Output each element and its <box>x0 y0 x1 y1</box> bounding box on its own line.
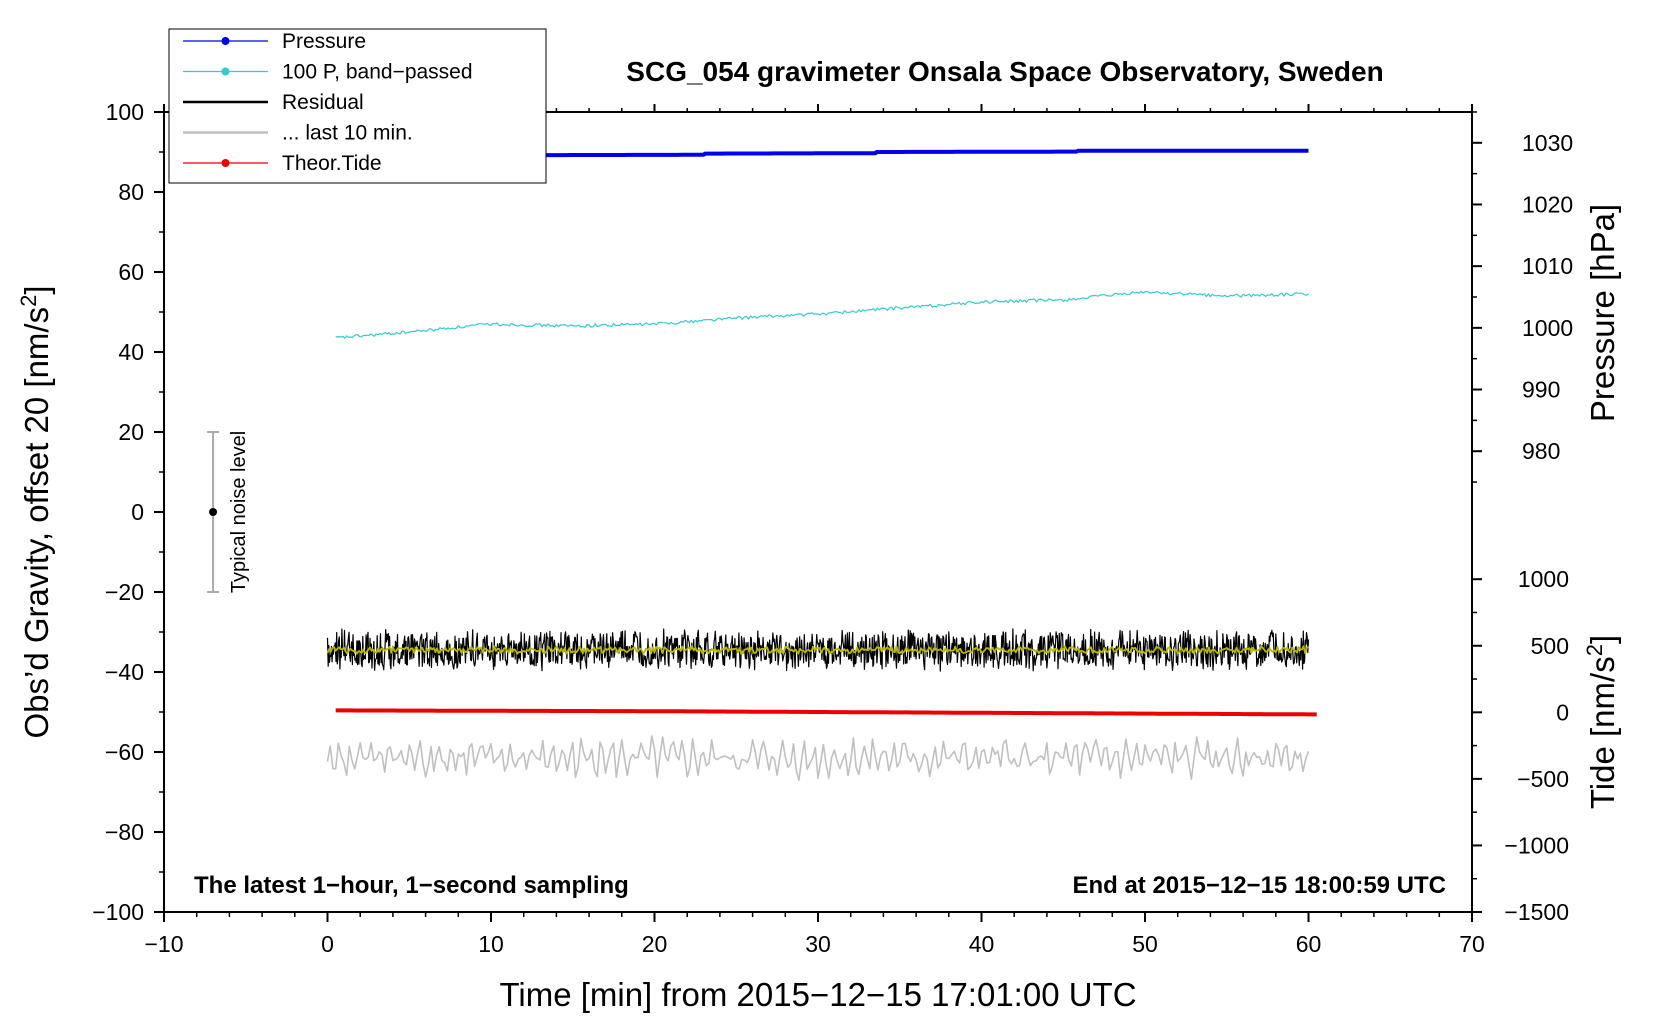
y-tick-label: −80 <box>105 819 144 845</box>
pressure-tick-label: 1020 <box>1522 191 1573 217</box>
y-axis-title-tail: ] <box>18 285 55 294</box>
y-tick-label: 40 <box>118 339 144 365</box>
legend-box <box>168 28 547 184</box>
tide-tick-label: 1000 <box>1518 566 1569 592</box>
annotation-right: End at 2015−12−15 18:00:59 UTC <box>1072 872 1446 899</box>
x-tick-label: 20 <box>642 931 668 957</box>
x-tick-label: 70 <box>1459 931 1485 957</box>
x-tick-label: −10 <box>144 931 183 957</box>
last-10-min-series <box>326 735 1310 782</box>
x-tick-label: 60 <box>1296 931 1322 957</box>
noise-bar: Typical noise level <box>207 431 250 593</box>
tide-tick-label: 500 <box>1531 633 1569 659</box>
legend-marker-theor-tide <box>221 159 230 167</box>
tide-axis-title-sup: 2 <box>1582 644 1607 656</box>
y-tick-label: −60 <box>105 739 144 765</box>
x-tick-label: 0 <box>321 931 334 957</box>
tide-axis-title-main: Tide [nm/s <box>1584 656 1621 809</box>
tide-tick-label: −1500 <box>1504 899 1569 925</box>
x-axis-title: Time [min] from 2015−12−15 17:01:00 UTC <box>499 976 1136 1013</box>
noise-bar-label: Typical noise level <box>228 431 250 593</box>
y-tick-label: −20 <box>105 579 144 605</box>
100-p-band-passed-series <box>335 290 1309 339</box>
x-tick-label: 50 <box>1132 931 1158 957</box>
y-axis-pressure: 980 990 1000 1010 1020 1030 <box>1472 111 1573 483</box>
y-tick-label: 60 <box>118 259 144 285</box>
pressure-tick-label: 1010 <box>1522 253 1573 279</box>
legend-label-pressure: Pressure <box>282 30 366 53</box>
pressure-tick-label: 980 <box>1522 438 1560 464</box>
pressure-axis-title: Pressure [hPa] <box>1584 204 1621 422</box>
pressure-tick-label: 1000 <box>1522 315 1573 341</box>
y-axis-gravity: −100 −80 −60 −40 −20 0 20 40 60 80 100 <box>92 99 164 925</box>
chart-title: SCG_054 gravimeter Onsala Space Observat… <box>626 56 1383 87</box>
tide-axis-title-tail: ] <box>1584 635 1621 644</box>
tide-tick-label: 0 <box>1556 699 1569 725</box>
pressure-tick-label: 990 <box>1522 377 1560 403</box>
y-tick-label: −40 <box>105 659 144 685</box>
x-tick-label: 40 <box>969 931 995 957</box>
legend: Pressure 100 P, band−passed Residual ... la… <box>168 28 547 184</box>
y-tick-label: 100 <box>106 99 144 125</box>
residual-smoothed-series <box>326 645 1309 655</box>
y-axis-title-sup: 2 <box>16 295 41 307</box>
legend-label-residual: Residual <box>282 91 364 114</box>
y-tick-label: 80 <box>118 179 144 205</box>
legend-label-last-10-min: ... last 10 min. <box>282 122 413 145</box>
y-axis-tide: −1500 −1000 −500 0 500 1000 <box>1472 566 1569 925</box>
tide-tick-label: −500 <box>1517 766 1569 792</box>
pressure-tick-label: 1030 <box>1522 130 1573 156</box>
legend-label-100-p-band-passed: 100 P, band−passed <box>282 61 473 84</box>
tide-tick-label: −1000 <box>1504 832 1569 858</box>
y-tick-label: 20 <box>118 419 144 445</box>
legend-marker-pressure <box>221 37 230 45</box>
annotation-left: The latest 1−hour, 1−second sampling <box>194 872 629 899</box>
x-tick-label: 30 <box>805 931 831 957</box>
theor-tide-series <box>335 708 1317 717</box>
x-tick-label: 10 <box>478 931 504 957</box>
y-tick-label: −100 <box>92 899 144 925</box>
legend-marker-100-p-band-passed <box>221 67 230 76</box>
y-tick-label: 0 <box>131 499 144 525</box>
tide-axis-title: Tide [nm/s2] <box>1582 635 1621 809</box>
legend-label-theor-tide: Theor.Tide <box>282 152 382 175</box>
noise-bar-point <box>209 508 218 516</box>
y-axis-title: Obs’d Gravity, offset 20 [nm/s2] <box>16 285 55 738</box>
y-axis-title-main: Obs’d Gravity, offset 20 [nm/s <box>18 307 55 739</box>
